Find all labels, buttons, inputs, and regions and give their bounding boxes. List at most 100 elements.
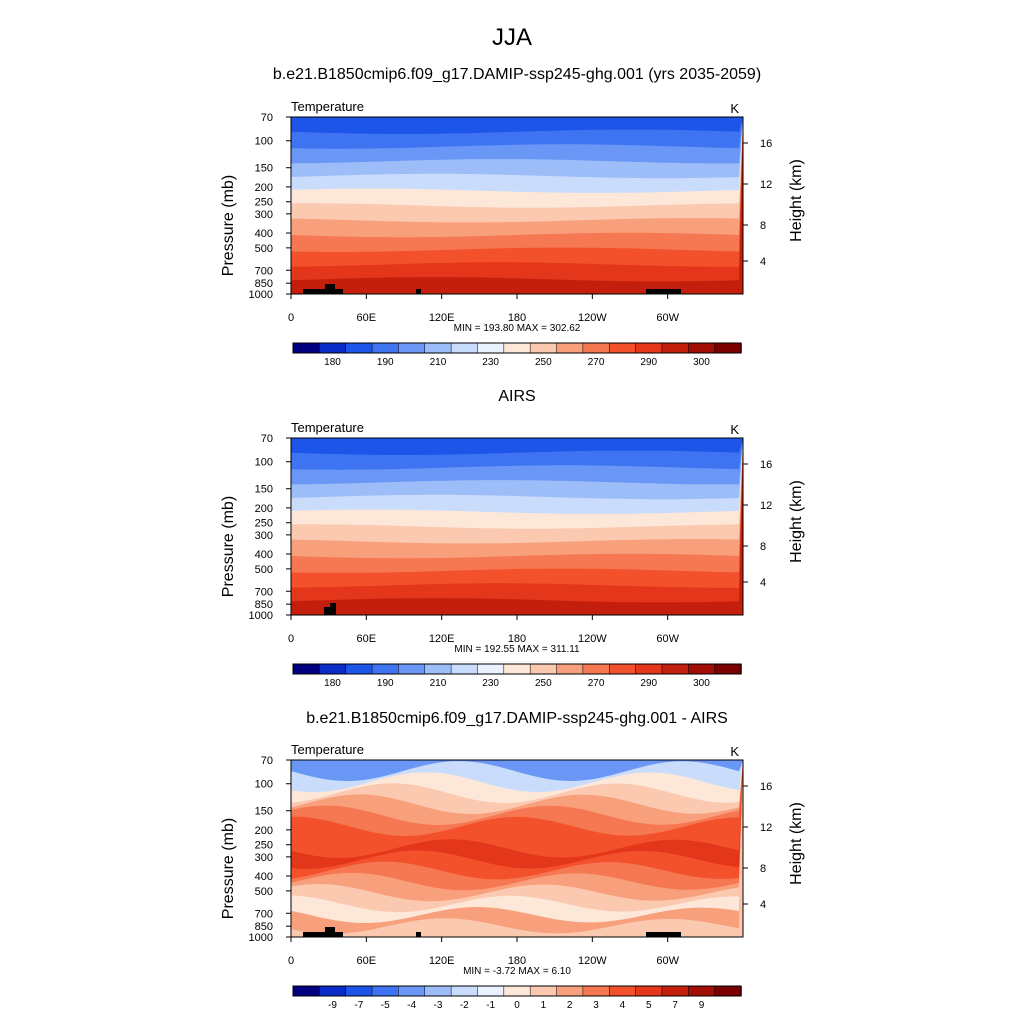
y-axis-label: Pressure (mb) bbox=[220, 496, 237, 597]
colorbar-swatch bbox=[292, 663, 321, 675]
y-tick-label: 400 bbox=[255, 228, 273, 240]
colorbar-swatch bbox=[688, 985, 716, 997]
colorbar-swatch bbox=[582, 342, 610, 354]
y2-tick-label: 12 bbox=[760, 500, 772, 512]
colorbar-swatch bbox=[529, 985, 558, 997]
left-label: Temperature bbox=[291, 742, 364, 757]
right-label: K bbox=[730, 422, 739, 437]
y-tick-label: 1000 bbox=[249, 610, 273, 622]
colorbar-swatch bbox=[635, 985, 663, 997]
x-tick-label: 120W bbox=[578, 633, 607, 645]
colorbar-label: 180 bbox=[324, 678, 341, 689]
y-tick-label: 300 bbox=[255, 209, 273, 221]
colorbar-swatch bbox=[661, 663, 690, 675]
colorbar-swatch bbox=[345, 985, 373, 997]
y-tick-label: 150 bbox=[255, 163, 273, 175]
colorbar-swatch bbox=[714, 342, 742, 354]
colorbar-label: 230 bbox=[482, 678, 499, 689]
colorbar-swatch bbox=[424, 663, 452, 675]
colorbar-label: -4 bbox=[407, 1000, 416, 1011]
colorbar-label: 270 bbox=[588, 357, 605, 368]
y2-axis-label: Height (km) bbox=[788, 480, 805, 563]
y2-axis-label: Height (km) bbox=[788, 159, 805, 242]
field bbox=[291, 760, 743, 937]
y2-tick-label: 8 bbox=[760, 541, 766, 553]
colorbar-label: 190 bbox=[377, 357, 394, 368]
colorbar-swatch bbox=[688, 663, 716, 675]
colorbar-label: 180 bbox=[324, 357, 341, 368]
x-tick-label: 60E bbox=[357, 312, 377, 324]
colorbar-label: 210 bbox=[430, 357, 447, 368]
terrain bbox=[325, 927, 335, 937]
x-tick-label: 0 bbox=[288, 312, 294, 324]
y2-tick-label: 4 bbox=[760, 256, 766, 268]
colorbar-swatch bbox=[503, 342, 531, 354]
colorbar-label: -7 bbox=[354, 1000, 363, 1011]
colorbar-swatch bbox=[371, 985, 400, 997]
right-label: K bbox=[730, 101, 739, 116]
colorbar-label: 290 bbox=[640, 357, 657, 368]
colorbar-swatch bbox=[345, 663, 373, 675]
colorbar-label: 230 bbox=[482, 357, 499, 368]
colorbar-swatch bbox=[608, 663, 637, 675]
y-tick-label: 150 bbox=[255, 806, 273, 818]
colorbar-swatch bbox=[661, 342, 690, 354]
colorbar-label: 250 bbox=[535, 678, 552, 689]
y-tick-label: 700 bbox=[255, 265, 273, 277]
colorbar-swatch bbox=[714, 985, 742, 997]
colorbar: 180 190 210 230 250 270 290 300 bbox=[292, 663, 742, 689]
terrain bbox=[303, 932, 343, 937]
colorbar-swatch bbox=[503, 985, 531, 997]
x-tick-label: 60W bbox=[656, 633, 679, 645]
y-tick-label: 500 bbox=[255, 564, 273, 576]
colorbar-label: -9 bbox=[328, 1000, 337, 1011]
colorbar-frame bbox=[292, 985, 742, 997]
terrain bbox=[646, 289, 681, 294]
y-tick-label: 200 bbox=[255, 825, 273, 837]
contour-band bbox=[291, 760, 743, 782]
colorbar-swatch bbox=[292, 985, 321, 997]
y-tick-label: 70 bbox=[261, 433, 273, 445]
panel-title: AIRS bbox=[498, 388, 535, 405]
colorbar-swatch bbox=[503, 663, 531, 675]
contour-band bbox=[291, 438, 743, 455]
colorbar-swatch bbox=[688, 342, 716, 354]
main-title: JJA bbox=[492, 24, 532, 51]
colorbar-swatch bbox=[556, 663, 584, 675]
x-tick-label: 180 bbox=[508, 312, 526, 324]
colorbar-swatch bbox=[319, 342, 347, 354]
colorbar-swatch bbox=[424, 985, 452, 997]
terrain bbox=[324, 607, 335, 615]
y-tick-label: 500 bbox=[255, 243, 273, 255]
colorbar-swatch bbox=[635, 342, 663, 354]
panel-3: b.e21.B1850cmip6.f09_g17.DAMIP-ssp245-gh… bbox=[220, 710, 805, 1011]
terrain bbox=[325, 284, 335, 294]
y-tick-label: 300 bbox=[255, 852, 273, 864]
y-tick-label: 70 bbox=[261, 112, 273, 124]
panel-title: b.e21.B1850cmip6.f09_g17.DAMIP-ssp245-gh… bbox=[273, 66, 761, 83]
colorbar-swatch bbox=[450, 663, 479, 675]
colorbar-frame bbox=[292, 342, 742, 354]
colorbar-swatch bbox=[556, 985, 584, 997]
stats-label: MIN = -3.72 MAX = 6.10 bbox=[463, 966, 571, 977]
x-tick-label: 60E bbox=[357, 633, 377, 645]
panel-title: b.e21.B1850cmip6.f09_g17.DAMIP-ssp245-gh… bbox=[306, 710, 728, 727]
left-label: Temperature bbox=[291, 420, 364, 435]
x-tick-label: 120E bbox=[429, 955, 455, 967]
x-tick-label: 0 bbox=[288, 633, 294, 645]
field bbox=[291, 438, 743, 615]
colorbar-frame bbox=[292, 663, 742, 675]
x-tick-label: 120E bbox=[429, 312, 455, 324]
colorbar-swatch bbox=[608, 342, 637, 354]
x-tick-label: 0 bbox=[288, 955, 294, 967]
colorbar-label: 5 bbox=[646, 1000, 652, 1011]
colorbar-label: 290 bbox=[640, 678, 657, 689]
colorbar-swatch bbox=[635, 663, 663, 675]
x-tick-label: 180 bbox=[508, 633, 526, 645]
colorbar-label: -5 bbox=[381, 1000, 390, 1011]
colorbar-swatch bbox=[661, 985, 690, 997]
colorbar-swatch bbox=[714, 663, 742, 675]
x-tick-label: 120W bbox=[578, 955, 607, 967]
y-tick-label: 250 bbox=[255, 197, 273, 209]
x-tick-label: 60W bbox=[656, 955, 679, 967]
